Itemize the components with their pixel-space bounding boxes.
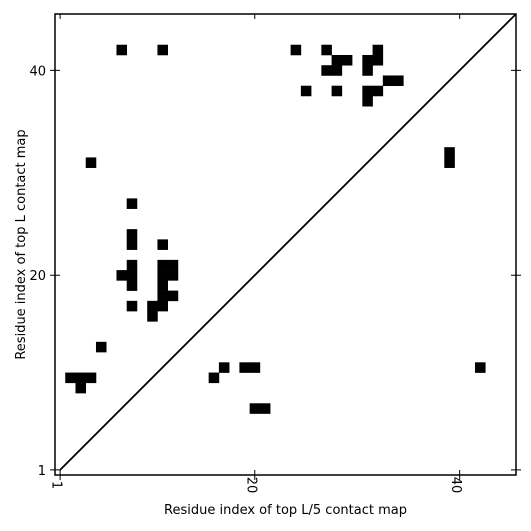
contact-cell bbox=[157, 290, 168, 302]
contact-cell bbox=[157, 44, 168, 56]
x-tick-label: 40 bbox=[448, 477, 463, 494]
contact-cell bbox=[95, 341, 107, 353]
contact-cell bbox=[239, 362, 250, 373]
contact-cell bbox=[167, 290, 179, 302]
plot-frame bbox=[54, 13, 517, 476]
x-axis-label: Residue index of top L/5 contact map bbox=[164, 503, 407, 518]
contact-cell bbox=[126, 300, 138, 312]
contact-cell bbox=[167, 259, 179, 271]
contact-cell bbox=[362, 85, 373, 97]
contact-cell bbox=[85, 157, 97, 168]
contact-cell bbox=[126, 270, 138, 281]
contact-cell bbox=[362, 95, 373, 107]
contact-cell bbox=[321, 44, 332, 56]
contact-cell bbox=[331, 54, 343, 66]
contact-cell bbox=[249, 403, 261, 414]
contact-cell bbox=[65, 372, 76, 384]
diagonal-line bbox=[59, 13, 517, 471]
axis-ticks: 1 20 40 1 20 40 bbox=[29, 14, 521, 493]
contact-cells bbox=[65, 14, 486, 414]
contact-cell bbox=[157, 239, 168, 250]
contact-cell bbox=[331, 85, 343, 97]
x-tick-label: 20 bbox=[243, 477, 258, 494]
contact-cell bbox=[444, 157, 455, 168]
contact-cell bbox=[218, 362, 230, 373]
contact-cell bbox=[116, 270, 128, 281]
contact-cell bbox=[372, 44, 384, 56]
contact-cell bbox=[341, 54, 353, 66]
contact-cell bbox=[372, 54, 384, 66]
contact-cell bbox=[157, 259, 168, 271]
contact-cell bbox=[382, 75, 394, 87]
contact-cell bbox=[300, 85, 312, 97]
contact-cell bbox=[75, 382, 87, 394]
x-tick-label: 1 bbox=[49, 481, 64, 489]
contact-cell bbox=[331, 65, 343, 76]
contact-cell bbox=[362, 54, 373, 66]
contact-cell bbox=[157, 280, 168, 291]
y-axis-label: Residue index of top L contact map bbox=[14, 129, 29, 359]
y-tick-label: 40 bbox=[29, 64, 46, 79]
y-tick-label: 1 bbox=[38, 464, 46, 479]
contact-cell bbox=[475, 362, 486, 373]
contact-cell bbox=[126, 229, 138, 240]
contact-cell bbox=[147, 300, 158, 312]
contact-cell bbox=[454, 14, 466, 15]
contact-cell bbox=[126, 259, 138, 271]
contact-cell bbox=[444, 147, 455, 158]
contact-cell bbox=[259, 403, 271, 414]
contact-cell bbox=[126, 239, 138, 250]
contact-cell bbox=[116, 44, 128, 56]
contact-cell bbox=[147, 311, 158, 322]
contact-cell bbox=[249, 362, 261, 373]
contact-cell bbox=[362, 65, 373, 76]
contact-cell bbox=[393, 75, 404, 87]
contact-cell bbox=[372, 85, 384, 97]
contact-cell bbox=[290, 44, 302, 56]
contact-cell bbox=[157, 300, 168, 312]
y-tick-label: 20 bbox=[29, 269, 46, 284]
contact-cell bbox=[167, 270, 179, 281]
contact-cell bbox=[157, 270, 168, 281]
contact-cell bbox=[321, 65, 332, 76]
contact-cell bbox=[126, 280, 138, 291]
contact-cell bbox=[85, 372, 97, 384]
contact-cell bbox=[126, 198, 138, 209]
contact-cell bbox=[208, 372, 220, 384]
contact-cell bbox=[75, 372, 87, 384]
